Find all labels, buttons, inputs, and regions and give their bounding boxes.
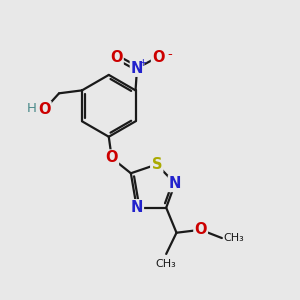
Text: N: N	[169, 176, 181, 191]
Text: O: O	[194, 222, 207, 237]
Text: O: O	[38, 102, 51, 117]
Text: O: O	[152, 50, 164, 64]
Text: H: H	[27, 101, 37, 115]
Text: +: +	[139, 58, 148, 68]
Text: CH₃: CH₃	[156, 259, 177, 269]
Text: O: O	[110, 50, 123, 64]
Text: N: N	[131, 61, 143, 76]
Text: CH₃: CH₃	[223, 233, 244, 243]
Text: -: -	[168, 48, 172, 61]
Text: N: N	[130, 200, 143, 215]
Text: O: O	[106, 150, 118, 165]
Text: S: S	[152, 157, 162, 172]
